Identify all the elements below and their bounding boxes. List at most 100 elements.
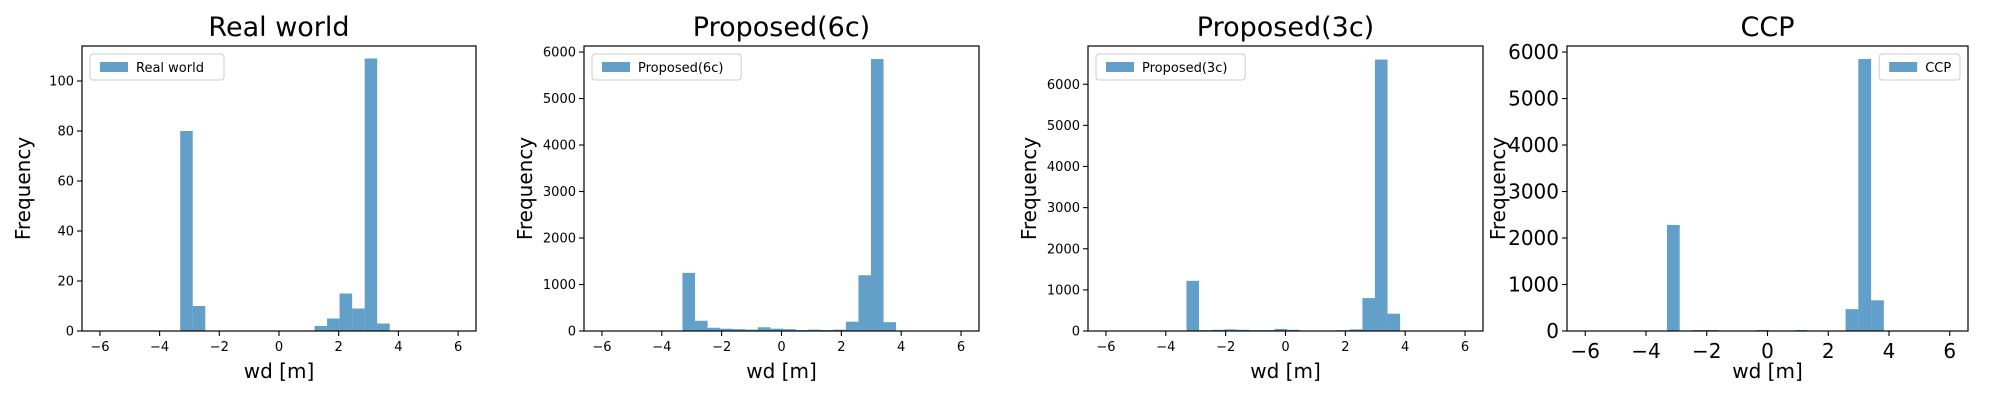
x-tick-label: −4	[652, 340, 671, 355]
y-tick-label: 2000	[1047, 242, 1080, 257]
histogram-bar	[1211, 329, 1225, 331]
y-tick-label: 6000	[1508, 40, 1559, 64]
y-tick-label: 4000	[1508, 133, 1559, 157]
y-tick-label: 2000	[543, 232, 576, 247]
x-tick-label: 6	[957, 340, 965, 355]
y-tick-label: 0	[1546, 319, 1559, 343]
plot-frame	[81, 45, 477, 332]
histogram-bar	[1236, 329, 1250, 331]
plot-frame	[1087, 45, 1484, 332]
x-tick-label: 6	[454, 340, 462, 355]
legend-label: Proposed(3c)	[1142, 61, 1227, 76]
y-tick-label: 6000	[1047, 78, 1080, 93]
y-tick-label: 1000	[1508, 273, 1559, 297]
histogram-bar	[1387, 313, 1401, 331]
x-tick-label: 0	[1761, 339, 1774, 363]
x-axis-label: wd [m]	[1732, 359, 1803, 383]
x-tick-label: 0	[275, 340, 283, 355]
histogram-bar	[707, 327, 721, 331]
histogram-bar	[1224, 329, 1237, 331]
histogram-bar	[732, 329, 746, 331]
plot-frame	[583, 45, 980, 332]
y-tick-label: 3000	[1047, 201, 1080, 216]
y-tick-label: 1000	[543, 278, 576, 293]
x-tick-label: −2	[1216, 340, 1235, 355]
histogram-bar	[364, 58, 378, 331]
x-tick-label: −6	[1570, 339, 1599, 363]
legend-swatch	[100, 62, 128, 72]
histogram-bar	[1666, 225, 1680, 331]
histogram-bar	[352, 308, 365, 331]
x-axis-label: wd [m]	[1250, 359, 1321, 383]
x-tick-label: 6	[1943, 339, 1956, 363]
y-tick-label: 1000	[1047, 283, 1080, 298]
histogram-bar	[1374, 59, 1388, 331]
histogram-bar	[377, 323, 390, 331]
histogram-bar	[1287, 329, 1300, 331]
histogram-bar	[327, 318, 340, 331]
x-tick-label: 2	[335, 340, 343, 355]
histogram-bar	[192, 306, 206, 331]
y-tick-label: 4000	[543, 139, 576, 154]
histogram-bar	[883, 322, 897, 331]
histogram-bar	[1349, 329, 1363, 331]
x-tick-label: 4	[1401, 340, 1409, 355]
x-tick-label: −4	[1631, 339, 1660, 363]
y-tick-label: 100	[49, 75, 74, 90]
legend-frame	[1095, 53, 1246, 81]
x-axis-label: wd [m]	[244, 359, 315, 383]
subplot-2: −6 −4 −2 0 2 4 6 0 1000 2000 3000 4000 5000 6000 Propo…	[513, 12, 980, 383]
x-tick-label: −4	[1156, 340, 1175, 355]
legend-label: Proposed(6c)	[638, 61, 723, 76]
chart-title: CCP	[1741, 12, 1795, 43]
legend-frame	[591, 53, 742, 81]
x-tick-label: 2	[1822, 339, 1835, 363]
legend-label: CCP	[1925, 61, 1951, 76]
histogram-bar	[314, 326, 328, 331]
legend-swatch	[602, 62, 630, 72]
x-tick-label: −6	[592, 340, 611, 355]
x-tick-label: −2	[712, 340, 731, 355]
y-axis-label: Frequency	[1017, 137, 1041, 240]
histogram-bar	[845, 321, 859, 331]
histogram-bar	[180, 131, 193, 331]
y-axis-label: Frequency	[1486, 137, 1510, 240]
histogram-bar	[858, 275, 871, 331]
legend-label: Real world	[136, 61, 204, 76]
histogram-bar	[833, 329, 846, 331]
legend: CCP	[1878, 53, 1961, 81]
y-tick-label: 2000	[1508, 226, 1559, 250]
y-tick-label: 5000	[543, 92, 576, 107]
y-axis-label: Frequency	[11, 137, 35, 240]
y-tick-label: 0	[1072, 325, 1080, 340]
y-tick-label: 80	[57, 125, 74, 140]
x-tick-label: 2	[1341, 340, 1349, 355]
histogram-bar	[783, 329, 796, 331]
chart-title: Real world	[208, 12, 349, 43]
histogram-bar	[695, 320, 708, 331]
legend-swatch	[1889, 62, 1918, 72]
y-tick-label: 40	[57, 225, 74, 240]
histogram-bar	[682, 272, 696, 331]
histogram-bar	[720, 328, 733, 331]
x-tick-label: 6	[1461, 340, 1469, 355]
histogram-bar	[808, 329, 821, 331]
y-tick-label: 0	[568, 325, 576, 340]
y-axis-label: Frequency	[513, 137, 537, 240]
histogram-bar	[745, 329, 758, 331]
legend: Real world	[89, 53, 225, 81]
y-tick-label: 0	[66, 325, 74, 340]
x-tick-label: 4	[897, 340, 905, 355]
x-tick-label: 2	[837, 340, 845, 355]
histogram-bar	[1871, 300, 1884, 331]
x-tick-label: 0	[777, 340, 785, 355]
y-tick-label: 5000	[1047, 119, 1080, 134]
y-tick-label: 4000	[1047, 160, 1080, 175]
chart-title: Proposed(3c)	[1197, 12, 1374, 43]
legend: Proposed(3c)	[1095, 53, 1246, 81]
histogram-bar	[770, 328, 783, 331]
histogram-bar	[1858, 59, 1872, 332]
legend-frame	[89, 53, 225, 81]
